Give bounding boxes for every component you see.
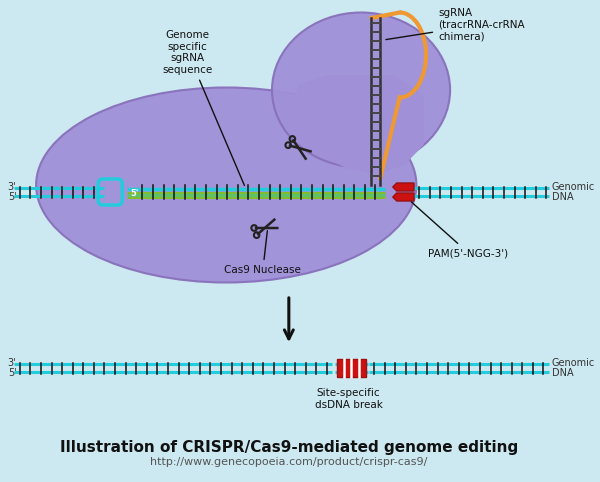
- Polygon shape: [289, 75, 424, 175]
- Text: 5': 5': [130, 188, 139, 198]
- Text: 3': 3': [8, 182, 16, 192]
- Text: Genomic: Genomic: [551, 182, 595, 192]
- Text: Genomic: Genomic: [551, 358, 595, 368]
- Text: Illustration of CRISPR/Cas9-mediated genome editing: Illustration of CRISPR/Cas9-mediated gen…: [60, 440, 518, 455]
- Text: 5': 5': [8, 368, 16, 378]
- Ellipse shape: [36, 88, 416, 282]
- Text: http://www.genecopoeia.com/product/crispr-cas9/: http://www.genecopoeia.com/product/crisp…: [150, 457, 428, 467]
- Text: 5': 5': [8, 192, 16, 202]
- Text: sgRNA
(tracrRNA-crRNA
chimera): sgRNA (tracrRNA-crRNA chimera): [386, 8, 524, 41]
- Polygon shape: [393, 183, 414, 191]
- Text: DNA: DNA: [551, 368, 574, 378]
- Text: Site-specific
dsDNA break: Site-specific dsDNA break: [314, 388, 382, 410]
- Text: PAM(5'-NGG-3'): PAM(5'-NGG-3'): [411, 202, 509, 258]
- FancyBboxPatch shape: [337, 359, 366, 377]
- Text: Cas9 Nuclease: Cas9 Nuclease: [224, 231, 301, 275]
- Text: 3': 3': [8, 358, 16, 368]
- Ellipse shape: [272, 13, 450, 168]
- Text: DNA: DNA: [551, 192, 574, 202]
- Text: Genome
specific
sgRNA
sequence: Genome specific sgRNA sequence: [163, 30, 244, 186]
- Polygon shape: [393, 193, 414, 201]
